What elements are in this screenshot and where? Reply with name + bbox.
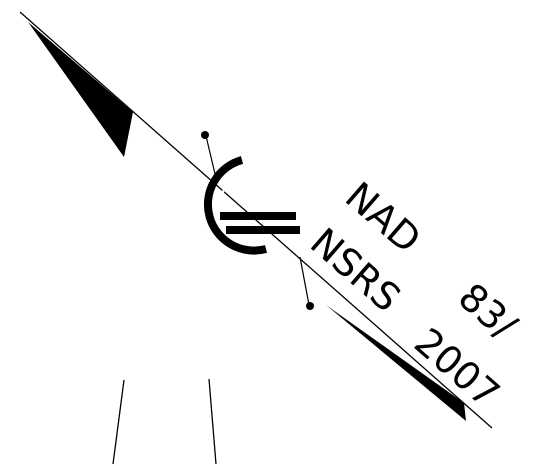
- right-runway-line: [208, 378, 217, 465]
- equal-bars-icon: [220, 212, 300, 234]
- upper-leader-dot: [201, 131, 209, 139]
- upper-wedge: [28, 22, 133, 157]
- datum-number-line1: 83/: [450, 275, 525, 348]
- upper-leader-line: [205, 135, 217, 179]
- geodetic-marker-circle-icon: [203, 156, 268, 255]
- lower-leader-dot: [306, 302, 314, 310]
- lower-wedge: [326, 305, 466, 421]
- left-runway-line: [112, 379, 125, 465]
- equal-bar-bottom: [226, 226, 300, 234]
- equal-bar-top: [220, 212, 296, 220]
- lower-leader-line: [299, 256, 310, 306]
